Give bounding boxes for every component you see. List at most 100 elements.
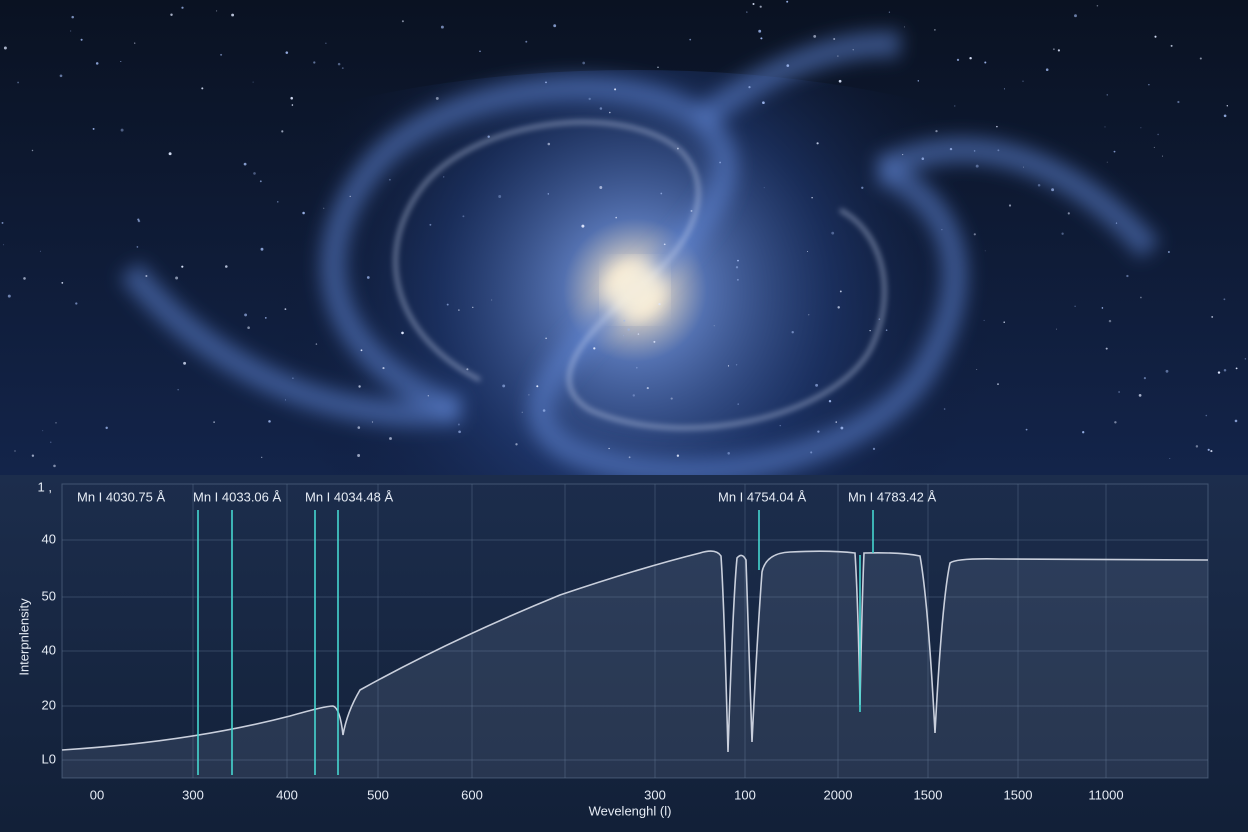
star xyxy=(623,335,625,337)
star xyxy=(954,105,956,107)
star xyxy=(636,366,638,369)
star xyxy=(646,387,649,390)
star xyxy=(145,274,148,278)
star xyxy=(168,152,172,156)
star xyxy=(902,154,904,156)
star xyxy=(53,464,56,468)
star xyxy=(3,46,7,50)
star xyxy=(762,101,765,105)
star xyxy=(75,302,78,305)
star xyxy=(828,399,832,403)
star xyxy=(904,26,905,28)
star xyxy=(1223,298,1226,301)
star xyxy=(1234,419,1238,423)
star xyxy=(817,430,820,433)
star xyxy=(791,331,794,334)
star xyxy=(593,347,596,350)
star xyxy=(325,42,327,44)
star xyxy=(243,162,247,166)
star xyxy=(177,389,179,391)
star xyxy=(1217,371,1221,374)
star xyxy=(1,221,4,224)
star xyxy=(833,38,836,40)
star xyxy=(1023,166,1025,168)
star xyxy=(547,142,551,146)
star xyxy=(137,218,140,221)
star xyxy=(1115,222,1118,224)
star xyxy=(839,290,842,293)
star xyxy=(888,11,891,13)
star xyxy=(1051,188,1055,192)
star xyxy=(545,337,547,340)
star xyxy=(956,58,960,62)
star xyxy=(637,333,640,335)
star xyxy=(627,328,630,331)
star xyxy=(1105,347,1108,350)
star xyxy=(213,421,215,423)
star xyxy=(975,164,979,168)
star xyxy=(458,430,461,434)
star xyxy=(341,67,344,69)
star xyxy=(1057,49,1060,52)
star xyxy=(1138,394,1142,397)
star xyxy=(1003,88,1005,90)
star xyxy=(315,343,318,345)
star xyxy=(885,329,888,331)
star xyxy=(59,74,63,78)
star xyxy=(1140,296,1142,299)
star xyxy=(1148,84,1150,86)
star xyxy=(1114,421,1117,424)
x-axis-title: Wevelenghl (l) xyxy=(589,803,672,818)
star xyxy=(1167,250,1170,254)
star xyxy=(1008,204,1012,207)
star xyxy=(382,367,385,370)
star xyxy=(136,246,139,248)
star xyxy=(808,314,810,316)
star xyxy=(599,186,603,189)
star xyxy=(658,302,661,306)
star xyxy=(458,309,460,311)
star xyxy=(1096,5,1099,7)
x-tick-label: 2000 xyxy=(824,787,853,802)
star xyxy=(1106,94,1108,96)
star xyxy=(1052,48,1055,51)
star xyxy=(935,129,938,133)
star xyxy=(1037,184,1041,187)
star xyxy=(996,125,998,128)
star xyxy=(840,426,844,430)
star xyxy=(536,385,539,388)
star xyxy=(1082,431,1085,434)
star xyxy=(752,2,755,6)
star xyxy=(1205,414,1208,417)
star xyxy=(869,329,871,332)
y-axis-title: Interpnlensity xyxy=(16,598,31,676)
star xyxy=(457,423,460,426)
star xyxy=(466,368,469,371)
star xyxy=(1153,146,1155,148)
star xyxy=(80,38,83,41)
star xyxy=(735,266,739,269)
star xyxy=(670,397,673,400)
star xyxy=(105,426,108,430)
star xyxy=(183,361,187,365)
x-tick-label: 1500 xyxy=(914,787,943,802)
star xyxy=(170,13,173,17)
y-tick-label: 20 xyxy=(42,697,56,712)
star xyxy=(120,128,124,132)
star xyxy=(1106,161,1108,163)
star xyxy=(225,265,228,268)
star xyxy=(689,38,692,41)
star xyxy=(50,441,52,443)
plot-frame xyxy=(61,483,1209,779)
star xyxy=(1143,377,1146,380)
star xyxy=(748,86,751,89)
star xyxy=(1223,114,1227,118)
annotation: Mn I 4030.75 Å xyxy=(77,489,165,504)
galaxy-core xyxy=(605,260,665,320)
star xyxy=(472,306,474,308)
spectrum-panel: Mn I 4030.75 Å Mn I 4033.06 Å Mn I 4034.… xyxy=(0,475,1248,832)
star xyxy=(623,319,626,322)
star xyxy=(1244,358,1247,360)
star xyxy=(727,365,730,367)
x-tick-label: 1500 xyxy=(1004,787,1033,802)
